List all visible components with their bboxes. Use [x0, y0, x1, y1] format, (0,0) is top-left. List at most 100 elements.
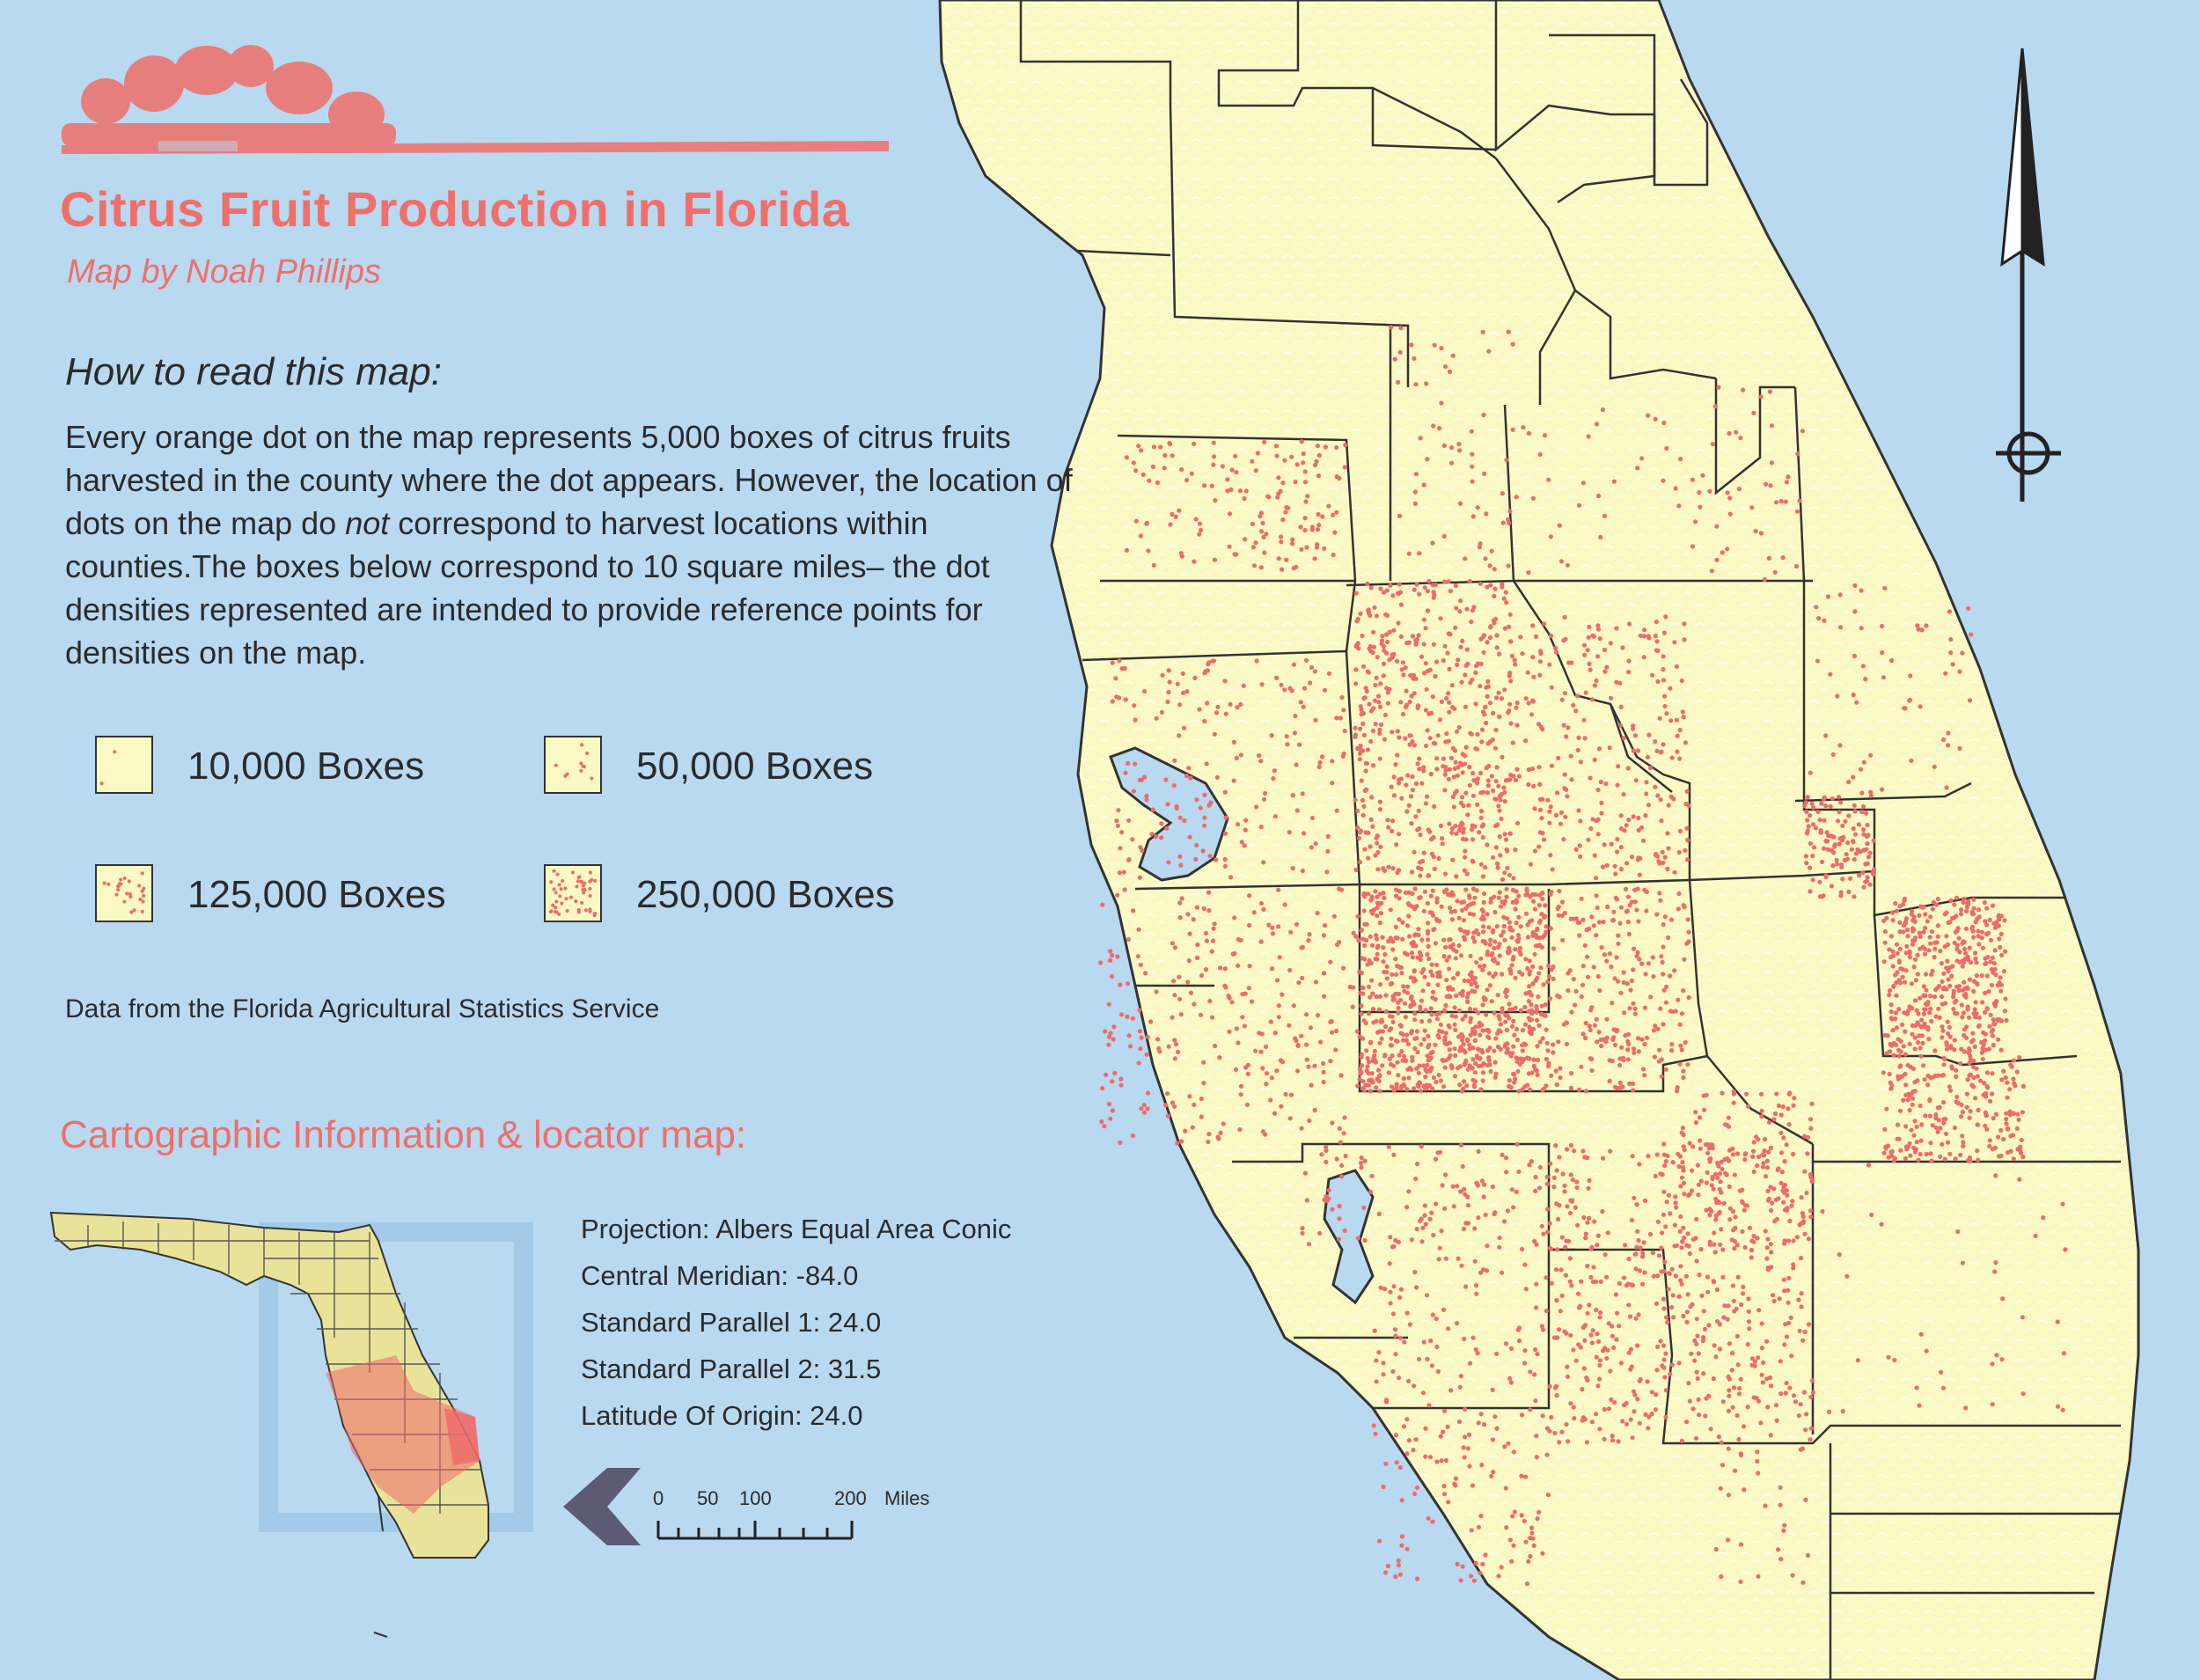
citrus-dot [1683, 1273, 1689, 1279]
citrus-dot [1363, 686, 1368, 691]
citrus-dot [1806, 1236, 1811, 1242]
citrus-dot [1274, 1068, 1280, 1074]
citrus-dot [1418, 833, 1423, 838]
citrus-dot [1472, 1079, 1478, 1084]
citrus-dot [1535, 975, 1540, 980]
citrus-dot [1530, 964, 1536, 969]
citrus-dot [1912, 1089, 1918, 1094]
legend-dot [564, 897, 568, 901]
citrus-dot [1843, 818, 1848, 824]
citrus-dot [1361, 892, 1367, 899]
citrus-dot [1119, 1012, 1125, 1017]
citrus-dot [1864, 847, 1869, 852]
citrus-dot [1682, 1180, 1687, 1185]
citrus-dot [1821, 893, 1826, 899]
citrus-dot [1590, 1279, 1595, 1284]
citrus-dot [1599, 800, 1604, 805]
citrus-dot [1377, 982, 1383, 987]
legend-dot [116, 888, 121, 892]
citrus-dot [1331, 552, 1336, 558]
citrus-dot [1588, 1027, 1593, 1033]
citrus-dot [1781, 1277, 1786, 1282]
citrus-dot [1546, 477, 1551, 482]
citrus-dot [1425, 951, 1430, 957]
citrus-dot [1929, 1158, 1934, 1163]
citrus-dot [1677, 828, 1683, 834]
citrus-dot [1865, 841, 1870, 847]
citrus-dot [1458, 953, 1463, 958]
citrus-dot [1236, 963, 1241, 968]
citrus-dot [1383, 1461, 1389, 1466]
citrus-dot [1363, 1021, 1368, 1026]
citrus-dot [1485, 842, 1490, 847]
citrus-dot [1401, 1075, 1406, 1082]
citrus-dot [1846, 889, 1852, 895]
citrus-dot [1467, 1046, 1472, 1052]
citrus-dot [1897, 946, 1903, 951]
citrus-dot [1846, 779, 1852, 785]
citrus-dot [1146, 548, 1151, 554]
citrus-dot [1704, 1180, 1709, 1185]
citrus-dot [1860, 803, 1866, 810]
citrus-dot [1220, 464, 1225, 469]
citrus-dot [1568, 1142, 1574, 1148]
citrus-dot [1527, 984, 1532, 989]
citrus-dot [1476, 1420, 1481, 1426]
citrus-dot [1898, 966, 1903, 972]
citrus-dot [1959, 1102, 1964, 1107]
citrus-dot [1922, 1077, 1927, 1082]
citrus-dot [1661, 944, 1666, 950]
citrus-dot [1428, 969, 1434, 974]
citrus-dot [1727, 1148, 1733, 1153]
citrus-dot [1450, 857, 1456, 862]
citrus-dot [1436, 1072, 1441, 1078]
citrus-dot [1359, 712, 1364, 717]
citrus-dot [1655, 1344, 1661, 1349]
citrus-dot [1594, 933, 1599, 938]
citrus-dot [1577, 920, 1582, 925]
citrus-dot [1292, 730, 1297, 736]
citrus-dot [1988, 1098, 1993, 1104]
citrus-dot [1399, 1049, 1404, 1054]
citrus-dot [1808, 1214, 1814, 1220]
citrus-dot [1441, 443, 1447, 448]
citrus-dot [1808, 1171, 1814, 1177]
citrus-dot [1443, 1031, 1448, 1036]
citrus-dot [1582, 1323, 1588, 1328]
citrus-dot [1544, 1452, 1550, 1457]
citrus-dot [1722, 1303, 1727, 1309]
citrus-dot [1948, 636, 1954, 642]
citrus-dot [1434, 1317, 1439, 1322]
citrus-dot [1697, 1273, 1702, 1278]
citrus-dot [1403, 736, 1408, 741]
citrus-dot [1385, 818, 1390, 823]
citrus-dot [1766, 1119, 1771, 1125]
citrus-dot [1380, 1029, 1385, 1034]
citrus-dot [1539, 912, 1544, 917]
citrus-dot [1793, 1399, 1799, 1405]
citrus-dot [1408, 975, 1413, 980]
citrus-dot [1417, 591, 1422, 597]
citrus-dot [1639, 825, 1645, 830]
citrus-dot [1671, 796, 1676, 802]
citrus-dot [1950, 662, 1955, 667]
citrus-dot [1401, 1424, 1406, 1429]
citrus-dot [1658, 898, 1663, 903]
citrus-dot [1453, 759, 1458, 765]
citrus-dot [2005, 1080, 2010, 1085]
citrus-dot [1235, 705, 1240, 710]
citrus-dot [1655, 1219, 1661, 1224]
citrus-dot [1940, 1385, 1947, 1390]
citrus-dot [1300, 1230, 1305, 1236]
citrus-dot [1994, 1111, 1999, 1117]
citrus-dot [1373, 1431, 1378, 1436]
citrus-dot [1549, 1414, 1554, 1420]
citrus-dot [1462, 868, 1467, 873]
citrus-dot [1851, 693, 1856, 698]
citrus-dot [1341, 965, 1346, 971]
citrus-dot [1115, 892, 1120, 898]
citrus-dot [1778, 1130, 1784, 1135]
citrus-dot [1469, 973, 1474, 979]
citrus-dot [1536, 1057, 1541, 1063]
citrus-dot [1558, 810, 1565, 816]
